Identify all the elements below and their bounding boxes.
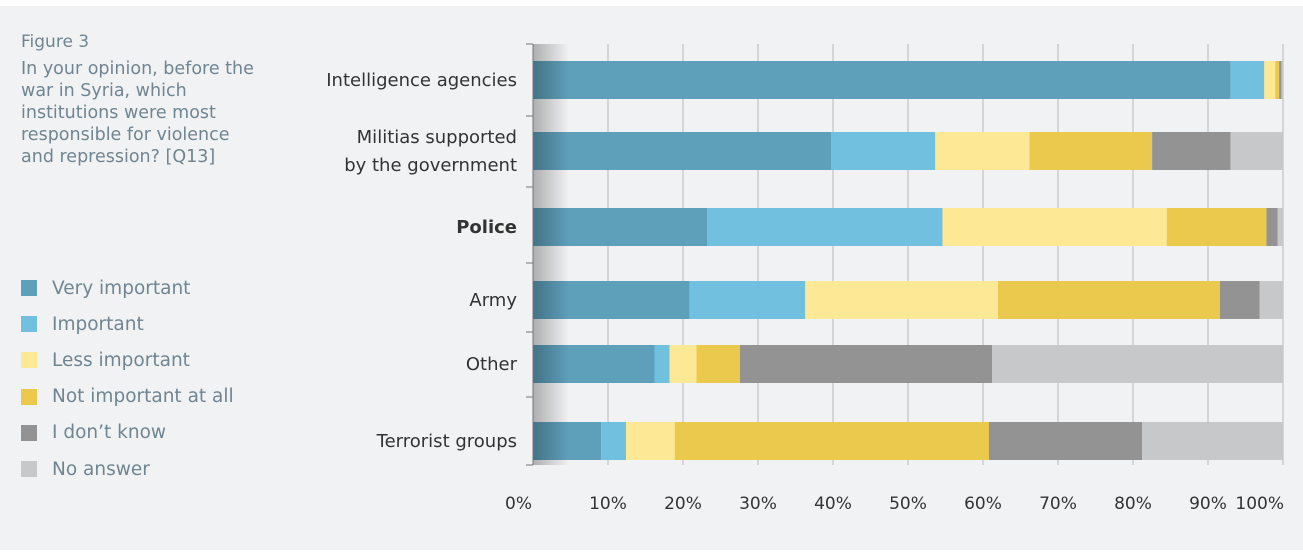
x-tick-label-100: 100% bbox=[1235, 494, 1284, 514]
legend-label-not-important-at-all: Not important at all bbox=[52, 386, 234, 408]
bar-militias-supported-by-the-government-not-important-at-all bbox=[1029, 132, 1153, 170]
bar-other-not-important-at-all bbox=[696, 345, 740, 383]
bar-police-i-dont-know bbox=[1266, 208, 1278, 246]
bar-other-i-dont-know bbox=[740, 345, 992, 383]
bar-police-important bbox=[707, 208, 943, 246]
category-label-militias-supported-by-the-government-line-1: Militias supported bbox=[357, 127, 517, 148]
bar-terrorist-groups-no-answer bbox=[1142, 422, 1283, 460]
legend-label-i-dont-know: I don’t know bbox=[52, 422, 167, 444]
bar-militias-supported-by-the-government-less-important bbox=[935, 132, 1030, 170]
bar-other-no-answer bbox=[992, 345, 1283, 383]
bar-intelligence-agencies-less-important bbox=[1264, 61, 1276, 99]
axis-shade bbox=[533, 44, 569, 465]
bar-army-i-dont-know bbox=[1220, 281, 1260, 319]
x-tick-label-60: 60% bbox=[964, 494, 1002, 514]
x-tick-label-20: 20% bbox=[664, 494, 702, 514]
bar-other-important bbox=[654, 345, 670, 383]
legend-item-no-answer: No answer bbox=[21, 451, 234, 487]
legend-label-no-answer: No answer bbox=[52, 458, 150, 480]
x-tick-label-90: 90% bbox=[1189, 494, 1227, 514]
gridlines bbox=[607, 44, 1284, 465]
bar-army-important bbox=[689, 281, 806, 319]
bar-militias-supported-by-the-government-no-answer bbox=[1230, 132, 1283, 170]
bar-intelligence-agencies-not-important-at-all bbox=[1275, 61, 1280, 99]
category-labels: Intelligence agencies Militias supported b… bbox=[326, 70, 517, 452]
category-label-intelligence-agencies: Intelligence agencies bbox=[326, 70, 517, 91]
category-label-police: Police bbox=[456, 217, 517, 238]
x-tick-label-30: 30% bbox=[739, 494, 777, 514]
legend-item-not-important-at-all: Not important at all bbox=[21, 379, 234, 415]
x-tick-label-10: 10% bbox=[589, 494, 627, 514]
bar-intelligence-agencies-very-important bbox=[533, 61, 1231, 99]
figure-label: Figure 3 bbox=[21, 32, 90, 52]
bar-militias-supported-by-the-government-i-dont-know bbox=[1152, 132, 1231, 170]
x-tick-labels: 0% 10% 20% 30% 40% 50% 60% 70% 80% 90% 100% bbox=[505, 494, 1284, 514]
bar-intelligence-agencies-i-dont-know bbox=[1279, 61, 1282, 99]
bar-army-not-important-at-all bbox=[998, 281, 1220, 319]
bar-intelligence-agencies-no-answer bbox=[1281, 61, 1283, 99]
bar-militias-supported-by-the-government-very-important bbox=[533, 132, 832, 170]
legend-label-less-important: Less important bbox=[52, 349, 190, 371]
bar-terrorist-groups-important bbox=[601, 422, 626, 460]
x-tick-label-70: 70% bbox=[1039, 494, 1077, 514]
legend-swatch-no-answer bbox=[21, 461, 37, 478]
legend-swatch-i-dont-know bbox=[21, 424, 37, 441]
legend-item-less-important: Less important bbox=[21, 342, 234, 378]
bar-army-less-important bbox=[805, 281, 998, 319]
legend: Very important Important Less important Not… bbox=[21, 270, 234, 487]
legend-swatch-less-important bbox=[21, 352, 37, 369]
legend-item-important: Important bbox=[21, 306, 234, 342]
category-label-terrorist-groups: Terrorist groups bbox=[376, 431, 517, 452]
bars bbox=[533, 61, 1283, 460]
bar-militias-supported-by-the-government-important bbox=[831, 132, 936, 170]
y-axis bbox=[526, 43, 534, 466]
bar-intelligence-agencies-important bbox=[1230, 61, 1265, 99]
legend-label-important: Important bbox=[52, 313, 144, 335]
bar-terrorist-groups-i-dont-know bbox=[989, 422, 1142, 460]
legend-swatch-very-important bbox=[21, 280, 37, 297]
bar-terrorist-groups-not-important-at-all bbox=[674, 422, 989, 460]
legend-label-very-important: Very important bbox=[52, 277, 191, 299]
x-tick-label-50: 50% bbox=[889, 494, 927, 514]
x-tick-label-80: 80% bbox=[1114, 494, 1152, 514]
axis-shading bbox=[533, 44, 569, 465]
figure-title: In your opinion, before the war in Syria… bbox=[21, 59, 254, 167]
bar-police-not-important-at-all bbox=[1166, 208, 1267, 246]
legend-item-very-important: Very important bbox=[21, 270, 234, 306]
bar-police-less-important bbox=[942, 208, 1167, 246]
bar-police-no-answer bbox=[1277, 208, 1283, 246]
legend-swatch-important bbox=[21, 316, 37, 333]
x-tick-label-0: 0% bbox=[505, 494, 532, 514]
bar-terrorist-groups-less-important bbox=[626, 422, 675, 460]
legend-item-i-dont-know: I don’t know bbox=[21, 415, 234, 451]
category-label-militias-supported-by-the-government-line-2: by the government bbox=[344, 155, 517, 176]
category-label-other: Other bbox=[466, 354, 518, 375]
bar-army-no-answer bbox=[1259, 281, 1283, 319]
legend-swatch-not-important-at-all bbox=[21, 388, 37, 405]
bar-other-less-important bbox=[669, 345, 697, 383]
x-tick-label-40: 40% bbox=[814, 494, 852, 514]
category-label-army: Army bbox=[469, 290, 517, 311]
